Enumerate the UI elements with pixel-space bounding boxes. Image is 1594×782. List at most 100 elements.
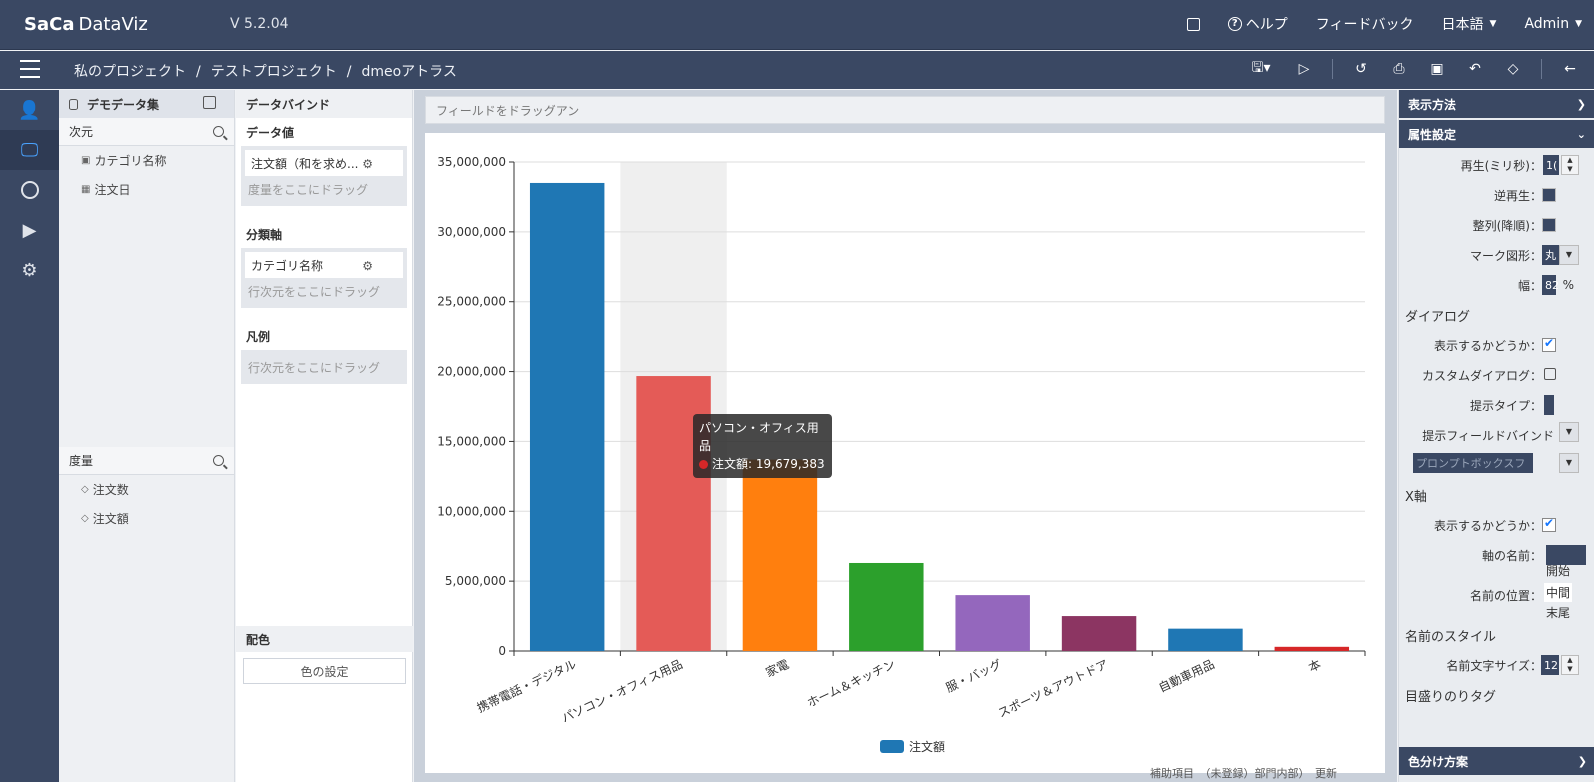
measure-field[interactable]: ◇ 注文数 — [81, 483, 129, 497]
y-tick-label: 0 — [498, 644, 506, 658]
y-tick-label: 15,000,000 — [437, 434, 506, 448]
app-version: V 5.2.04 — [230, 16, 289, 32]
chart-legend[interactable]: 注文額 — [880, 738, 945, 755]
tooltip-title: パソコン・オフィス用品 — [699, 421, 819, 453]
prompt-box-row: プロンプトボックスフ ▼ — [1399, 450, 1594, 480]
sort-checkbox[interactable] — [1542, 218, 1556, 232]
reverse-row: 逆再生： — [1399, 180, 1594, 210]
external-link-icon[interactable] — [1186, 17, 1200, 31]
language-select[interactable]: 日本語 ▼ — [1441, 17, 1497, 33]
canvas-area: フィールドをドラッグアン 0 5,000,000 10,000,000 15,000,… — [414, 90, 1397, 782]
reverse-checkbox[interactable] — [1542, 188, 1556, 202]
value-dropzone[interactable]: 注文額（和を求め... ⚙ 度量をここにドラッグ — [241, 146, 407, 206]
dataset-header[interactable]: デモデータ集 — [59, 90, 234, 118]
bind-title: データバインド — [236, 90, 412, 118]
search-icon[interactable] — [213, 455, 224, 466]
app-logo[interactable]: SaCa DataViz — [24, 14, 148, 35]
mark-shape-select[interactable]: 丸 — [1542, 245, 1559, 265]
print-icon[interactable]: ⎙ — [1393, 61, 1405, 77]
legend-dropzone[interactable]: 行次元をここにドラッグ — [241, 350, 407, 384]
back-arrow-icon[interactable]: ← — [1564, 61, 1576, 77]
filter-dropzone[interactable]: フィールドをドラッグアン — [425, 96, 1385, 124]
name-font-size-row: 名前文字サイズ： 12 ▲ ▼ — [1399, 650, 1594, 680]
hint-field-row: 提示フィールドバインド ▼ — [1399, 420, 1594, 450]
gear-icon[interactable]: ⚙ — [362, 157, 373, 171]
monitor-icon[interactable]: 🖵 — [0, 130, 59, 170]
tick-label-section: 目盛りのりタグ — [1405, 689, 1497, 705]
chevron-right-icon: ❯ — [1576, 98, 1586, 111]
axis-name-input[interactable] — [1546, 545, 1586, 565]
help-link[interactable]: ? ヘルプ — [1227, 14, 1288, 34]
edit-icon[interactable] — [203, 96, 216, 109]
gear-icon[interactable]: ⚙ — [21, 259, 38, 281]
name-pos-row: 名前の位置： 開始 中間 末尾 — [1469, 564, 1572, 620]
width-row: 幅： 82 % — [1399, 270, 1594, 300]
bar — [1061, 616, 1137, 651]
name-font-size-input[interactable]: 12 — [1541, 655, 1559, 675]
breadcrumb-item[interactable]: 私のプロジェクト — [74, 64, 186, 80]
breadcrumb-item[interactable]: テストプロジェクト — [210, 64, 337, 80]
help-icon: ? — [1227, 17, 1242, 31]
stepper-icon[interactable]: ▲ ▼ — [1561, 155, 1579, 175]
refresh-ring-icon[interactable] — [0, 170, 59, 210]
chevron-down-icon[interactable]: ▼ — [1559, 453, 1579, 473]
feedback-link[interactable]: フィードバック — [1315, 17, 1414, 33]
save-icon[interactable]: 🖫▾ — [1251, 60, 1271, 76]
width-input[interactable]: 82 — [1542, 275, 1559, 295]
menu-toggle-icon[interactable] — [20, 60, 40, 78]
chevron-down-icon[interactable]: ▼ — [1559, 245, 1579, 265]
color-label: 配色 — [236, 626, 413, 652]
attr-settings-header[interactable]: 属性設定 ⌄ — [1399, 120, 1594, 148]
measure-field[interactable]: ◇ 注文額 — [81, 512, 129, 526]
display-method-header[interactable]: 表示方法 ❯ — [1399, 90, 1594, 118]
hint-type-select[interactable] — [1544, 395, 1554, 415]
legend-label: 注文額 — [909, 740, 946, 754]
dimension-field[interactable]: ▦ 注文日 — [81, 183, 131, 197]
y-tick-label: 20,000,000 — [437, 365, 506, 379]
legend-swatch — [880, 740, 904, 753]
user-menu[interactable]: Admin ▼ — [1524, 16, 1582, 32]
tag-icon[interactable]: ◇ — [1507, 61, 1519, 77]
legend-label: 凡例 — [246, 329, 271, 344]
top-bar: SaCa DataViz V 5.2.04 ? ヘルプ フィードバック 日本語 ▼ A… — [0, 0, 1594, 50]
x-tick-label: 家電 — [763, 656, 791, 680]
stepper-icon[interactable]: ▲ ▼ — [1561, 655, 1579, 675]
search-icon[interactable] — [213, 126, 224, 137]
pos-middle-option[interactable]: 中間 — [1543, 583, 1572, 602]
bar — [955, 595, 1030, 651]
color-scheme-header[interactable]: 色分け方案 ❯ — [1399, 747, 1594, 775]
user-icon[interactable]: 👤 — [18, 99, 41, 121]
dialog-show-checkbox[interactable] — [1542, 336, 1556, 352]
pos-start-option[interactable]: 開始 — [1545, 564, 1570, 578]
color-settings-button[interactable]: 色の設定 — [243, 658, 406, 684]
y-tick-label: 30,000,000 — [437, 225, 506, 239]
text-field-icon: ▣ — [81, 155, 91, 166]
image-icon[interactable]: ▣ — [1430, 61, 1444, 77]
play-circle-icon[interactable]: ▶ — [22, 219, 37, 241]
value-field-pill[interactable]: 注文額（和を求め... ⚙ — [245, 150, 403, 176]
chart-tooltip: パソコン・オフィス用品 注文額: 19,679,383 — [693, 414, 832, 478]
axis-dropzone[interactable]: カテゴリ名称 ⚙ 行次元をここにドラッグ — [241, 248, 407, 308]
dimension-field[interactable]: ▣ カテゴリ名称 — [81, 154, 167, 168]
pos-end-option[interactable]: 末尾 — [1545, 606, 1570, 620]
logo-text: SaCa — [24, 14, 75, 35]
xaxis-show-checkbox[interactable] — [1542, 516, 1556, 532]
width-unit: % — [1562, 278, 1574, 292]
axis-field-pill[interactable]: カテゴリ名称 ⚙ — [245, 252, 403, 278]
database-icon — [69, 98, 78, 110]
undo-icon[interactable]: ↶ — [1469, 61, 1481, 77]
x-tick-label: 自動車用品 — [1156, 657, 1216, 695]
x-tick-label: スポーツ＆アウトドア — [996, 657, 1110, 720]
caret-down-icon: ▼ — [1575, 19, 1582, 29]
bar — [529, 182, 605, 651]
history-icon[interactable]: ↺ — [1355, 61, 1367, 77]
bar — [849, 562, 924, 651]
x-tick-label: 服・バッグ — [944, 657, 1004, 695]
gear-icon[interactable]: ⚙ — [362, 259, 373, 273]
chevron-down-icon[interactable]: ▼ — [1559, 422, 1579, 442]
play-icon[interactable]: ▷ — [1298, 61, 1310, 77]
play-ms-input[interactable]: 1( — [1543, 155, 1559, 175]
prompt-box-select[interactable]: プロンプトボックスフ — [1413, 453, 1533, 473]
edit-icon[interactable] — [1544, 368, 1556, 380]
chart-container: 0 5,000,000 10,000,000 15,000,000 20,000,000… — [425, 133, 1385, 773]
